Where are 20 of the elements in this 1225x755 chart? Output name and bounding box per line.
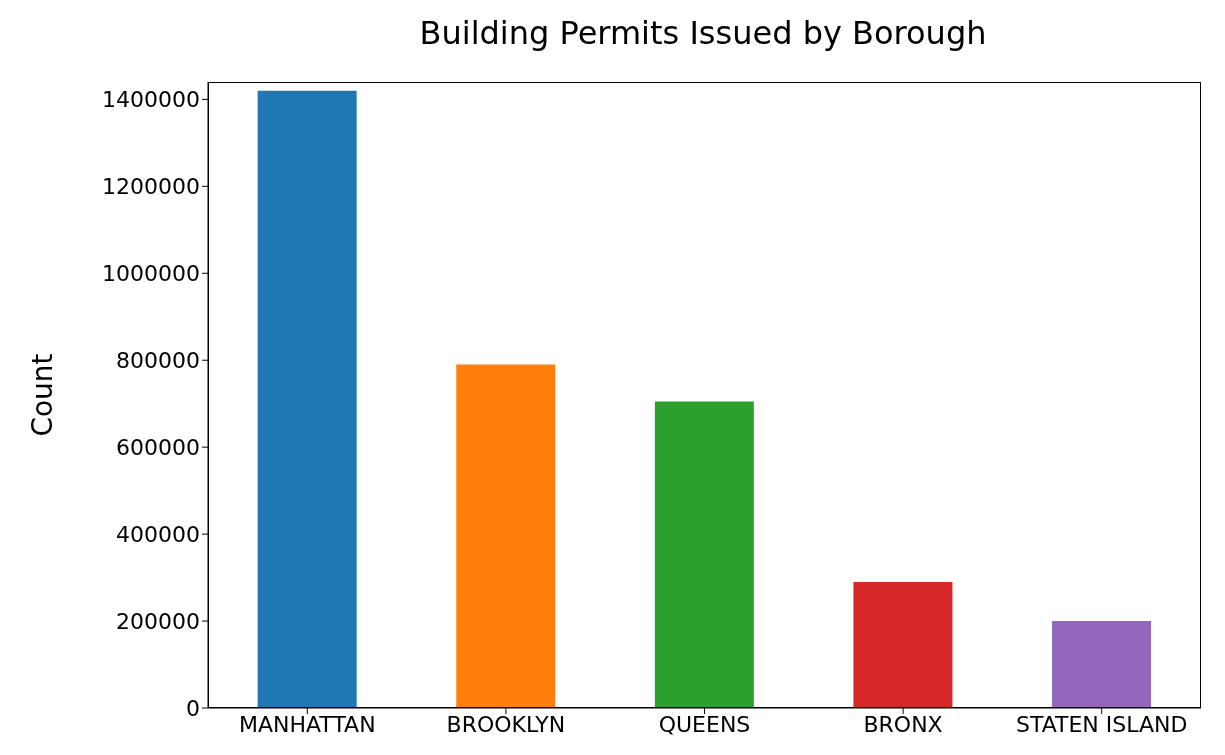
x-tick-label: BROOKLYN bbox=[446, 711, 566, 737]
chart-title: Building Permits Issued by Borough bbox=[418, 14, 988, 52]
x-tick-label: BRONX bbox=[863, 711, 943, 737]
bar bbox=[853, 581, 953, 708]
y-tick-label: 1200000 bbox=[102, 174, 200, 200]
x-tick-label: MANHATTAN bbox=[238, 711, 376, 737]
y-tick-label: 400000 bbox=[116, 521, 200, 547]
y-tick-label: 1000000 bbox=[102, 261, 200, 287]
x-tick-label: STATEN ISLAND bbox=[1015, 711, 1188, 737]
y-tick-label: 600000 bbox=[116, 434, 200, 460]
y-axis-title: Count bbox=[25, 353, 59, 437]
bar bbox=[257, 90, 357, 708]
y-tick-label: 0 bbox=[186, 695, 200, 721]
y-tick-label: 800000 bbox=[116, 348, 200, 374]
bar bbox=[1052, 621, 1152, 708]
y-tick-label: 1400000 bbox=[102, 87, 200, 113]
x-tick-label: QUEENS bbox=[658, 711, 751, 737]
bar bbox=[654, 401, 754, 708]
bar bbox=[456, 364, 556, 708]
y-tick-label: 200000 bbox=[116, 608, 200, 634]
